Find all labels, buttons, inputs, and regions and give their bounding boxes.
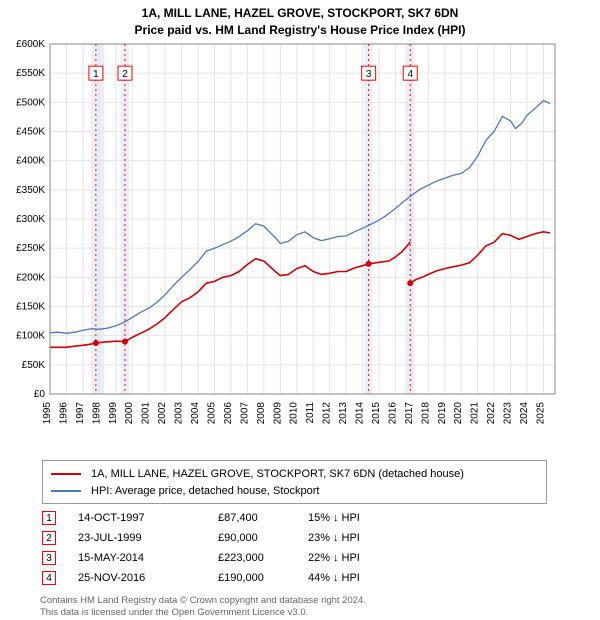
svg-text:1997: 1997: [75, 401, 86, 424]
down-arrow-icon: ↓: [333, 572, 339, 584]
table-row: 3 15-MAY-2014 £223,000 22% ↓ HPI: [42, 548, 428, 568]
svg-text:£400K: £400K: [16, 155, 45, 166]
svg-text:2025: 2025: [535, 401, 546, 424]
tx-date: 15-MAY-2014: [78, 552, 218, 564]
tx-marker-4: 4: [42, 571, 56, 585]
svg-text:£250K: £250K: [16, 243, 45, 254]
tx-date: 23-JUL-1999: [78, 532, 218, 544]
svg-text:2003: 2003: [174, 401, 185, 424]
svg-text:3: 3: [366, 69, 372, 80]
svg-text:2009: 2009: [272, 401, 283, 424]
svg-text:£450K: £450K: [16, 126, 45, 137]
svg-text:£550K: £550K: [16, 68, 45, 79]
svg-text:£0: £0: [34, 389, 46, 400]
svg-text:2021: 2021: [470, 401, 481, 424]
transactions-table: 1 14-OCT-1997 £87,400 15% ↓ HPI 2 23-JUL…: [42, 508, 428, 588]
legend-box: 1A, MILL LANE, HAZEL GROVE, STOCKPORT, S…: [42, 460, 547, 504]
svg-text:£300K: £300K: [16, 214, 45, 225]
svg-text:2018: 2018: [420, 401, 431, 424]
svg-text:2016: 2016: [387, 401, 398, 424]
svg-text:2006: 2006: [223, 401, 234, 424]
tx-date: 25-NOV-2016: [78, 572, 218, 584]
legend-label-property: 1A, MILL LANE, HAZEL GROVE, STOCKPORT, S…: [91, 468, 464, 480]
svg-text:2013: 2013: [338, 401, 349, 424]
svg-text:1: 1: [93, 69, 99, 80]
svg-text:£350K: £350K: [16, 184, 45, 195]
svg-text:2012: 2012: [322, 401, 333, 424]
tx-price: £190,000: [218, 572, 308, 584]
svg-text:4: 4: [407, 69, 413, 80]
svg-text:£150K: £150K: [16, 301, 45, 312]
svg-text:£600K: £600K: [16, 39, 45, 50]
price-chart: £0 £50K £100K £150K £200K £250K £300K £350K £400…: [5, 39, 565, 429]
svg-text:£500K: £500K: [16, 97, 45, 108]
legend-label-hpi: HPI: Average price, detached house, Stoc…: [91, 485, 320, 497]
svg-text:£50K: £50K: [22, 359, 46, 370]
svg-text:2005: 2005: [206, 401, 217, 424]
tx-marker-1: 1: [42, 511, 56, 525]
footer-line-1: Contains HM Land Registry data © Crown c…: [40, 595, 366, 607]
tx-marker-2: 2: [42, 531, 56, 545]
svg-text:2008: 2008: [256, 401, 267, 424]
table-row: 2 23-JUL-1999 £90,000 23% ↓ HPI: [42, 528, 428, 548]
svg-text:2011: 2011: [305, 401, 316, 423]
tx-delta: 44% ↓ HPI: [308, 572, 428, 584]
tx-delta: 23% ↓ HPI: [308, 532, 428, 544]
svg-text:2023: 2023: [503, 401, 514, 424]
svg-text:2015: 2015: [371, 401, 382, 424]
svg-text:2010: 2010: [289, 401, 300, 424]
svg-text:2014: 2014: [355, 401, 366, 424]
svg-text:2017: 2017: [404, 401, 415, 424]
svg-text:1998: 1998: [91, 401, 102, 424]
legend-swatch-property: [51, 473, 81, 475]
svg-text:2024: 2024: [519, 401, 530, 424]
tx-delta: 22% ↓ HPI: [308, 552, 428, 564]
table-row: 1 14-OCT-1997 £87,400 15% ↓ HPI: [42, 508, 428, 528]
svg-text:£100K: £100K: [16, 330, 45, 341]
down-arrow-icon: ↓: [333, 552, 339, 564]
svg-text:1996: 1996: [58, 401, 69, 424]
tx-delta: 15% ↓ HPI: [308, 512, 428, 524]
tx-marker-3: 3: [42, 551, 56, 565]
svg-text:2022: 2022: [486, 401, 497, 424]
svg-text:2004: 2004: [190, 401, 201, 424]
table-row: 4 25-NOV-2016 £190,000 44% ↓ HPI: [42, 568, 428, 588]
tx-price: £90,000: [218, 532, 308, 544]
svg-text:2007: 2007: [239, 401, 250, 424]
svg-text:2: 2: [122, 69, 128, 80]
legend-row-property: 1A, MILL LANE, HAZEL GROVE, STOCKPORT, S…: [51, 465, 538, 482]
title-subtitle: Price paid vs. HM Land Registry's House …: [0, 22, 600, 39]
title-address: 1A, MILL LANE, HAZEL GROVE, STOCKPORT, S…: [0, 5, 600, 22]
svg-text:2000: 2000: [124, 401, 135, 424]
tx-date: 14-OCT-1997: [78, 512, 218, 524]
tx-price: £223,000: [218, 552, 308, 564]
svg-text:2020: 2020: [453, 401, 464, 424]
svg-text:2001: 2001: [141, 401, 152, 424]
down-arrow-icon: ↓: [333, 532, 339, 544]
svg-text:1999: 1999: [108, 401, 119, 424]
footer-attribution: Contains HM Land Registry data © Crown c…: [40, 595, 366, 619]
down-arrow-icon: ↓: [333, 512, 339, 524]
tx-price: £87,400: [218, 512, 308, 524]
svg-text:2019: 2019: [437, 401, 448, 424]
svg-text:2002: 2002: [157, 401, 168, 424]
svg-text:1995: 1995: [42, 401, 53, 424]
legend-row-hpi: HPI: Average price, detached house, Stoc…: [51, 482, 538, 499]
legend-swatch-hpi: [51, 490, 81, 492]
chart-title-block: 1A, MILL LANE, HAZEL GROVE, STOCKPORT, S…: [0, 0, 600, 39]
svg-text:£200K: £200K: [16, 272, 45, 283]
footer-line-2: This data is licensed under the Open Gov…: [40, 607, 366, 619]
